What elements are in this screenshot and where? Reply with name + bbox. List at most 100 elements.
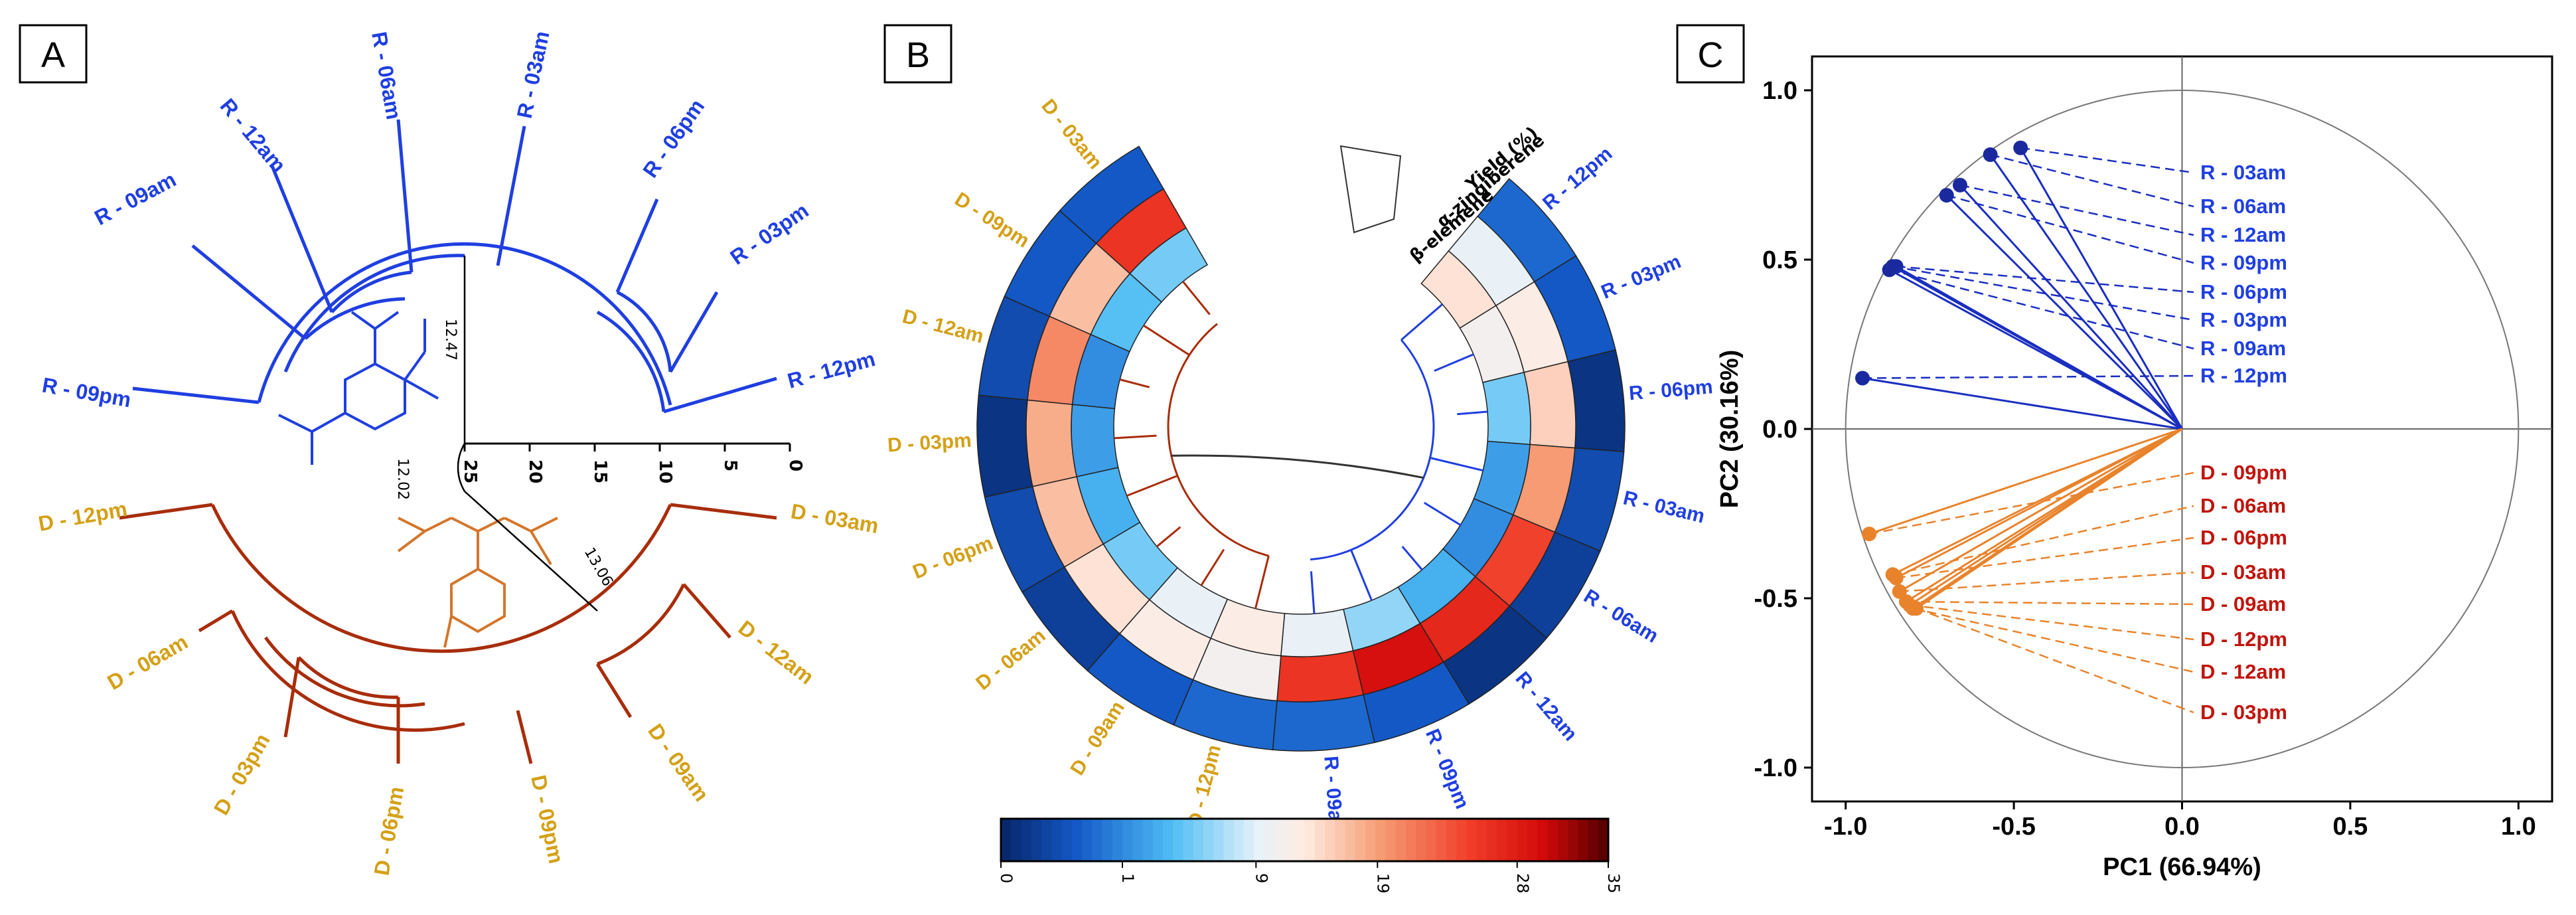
loading-point <box>1983 147 1998 162</box>
colorbar-swatch <box>1082 819 1093 861</box>
leaf-label-d-09pm: D - 09pm <box>526 773 568 866</box>
colorbar-swatch <box>1233 819 1245 861</box>
colorbar-swatch <box>1183 819 1194 861</box>
colorbar-tick-label: 19 <box>1373 873 1392 894</box>
colorbar-swatch <box>1284 819 1296 861</box>
colorbar-swatch <box>1314 819 1326 861</box>
loading-point <box>1855 371 1870 386</box>
heatmap-cell <box>1272 694 1375 752</box>
heatmap-dendro-branch <box>1423 501 1462 526</box>
heatmap-dendrogram <box>1114 145 1488 614</box>
leaf-label-r-03am: R - 03am <box>512 29 554 120</box>
colorbar-swatch <box>1416 819 1427 861</box>
leaf-label-d-03pm: D - 03pm <box>209 729 275 819</box>
colorbar-swatch <box>1193 819 1204 861</box>
loading-vector <box>1862 377 2182 430</box>
colorbar-swatch <box>1436 819 1447 861</box>
molecule-structure-r-icon <box>278 311 439 465</box>
colorbar-swatch <box>1203 819 1215 861</box>
panel-a-dendrogram: A <box>19 24 880 877</box>
leaf-label-r-03pm: R - 03pm <box>725 199 812 270</box>
colorbar-swatch <box>1092 819 1103 861</box>
heatmap-cell <box>1071 404 1119 477</box>
heatmap-dendro-branch <box>1350 549 1373 601</box>
x-tick-label: 0.0 <box>2164 813 2200 841</box>
loading-point <box>1882 262 1897 278</box>
scale-tick-label: 10 <box>655 459 675 483</box>
pca-plot-area: -1.0 -0.5 0.0 0.5 1.0 1.0 0.5 0.0 -0.5 -1.0 PC1 (6… <box>1716 55 2553 881</box>
heatmap-cell <box>976 394 1033 498</box>
colorbar-frame <box>1000 817 1610 863</box>
heatmap-column-label: D - 09pm <box>950 188 1033 252</box>
y-tick-label: 1.0 <box>1762 77 1797 105</box>
heatmap-dendro-branch <box>1126 475 1178 497</box>
loading-leader-line <box>1946 194 2194 264</box>
loading-leader-line <box>1862 374 2194 379</box>
colorbar-swatch <box>1304 819 1316 861</box>
colorbar-swatch <box>1456 819 1468 861</box>
loading-point <box>1953 177 1967 193</box>
colorbar-swatch <box>1395 819 1406 861</box>
heatmap-dendro-arc <box>1167 323 1269 557</box>
heatmap-column-label: D - 06pm <box>910 532 996 583</box>
colorbar-swatch <box>1163 819 1174 861</box>
loading-label: R - 06pm <box>2200 280 2287 303</box>
panel-b-label: B <box>906 35 930 75</box>
loading-vector <box>1899 428 2183 593</box>
scale-tick-label: 5 <box>720 459 740 471</box>
loading-leader-line <box>1868 471 2194 535</box>
panel-a-label: A <box>41 35 65 75</box>
loading-label: D - 06am <box>2200 494 2286 517</box>
colorbar-swatch <box>1071 819 1083 861</box>
colorbar-swatch <box>1223 819 1235 861</box>
colorbar-swatch <box>1365 819 1377 861</box>
x-tick-label: -0.5 <box>1992 813 2035 841</box>
loading-vector <box>1896 428 2183 579</box>
colorbar-swatch <box>1142 819 1154 861</box>
leaf-label-r-09pm: R - 09pm <box>40 373 133 412</box>
loading-label: R - 12am <box>2200 223 2286 246</box>
colorbar-tick-label: 28 <box>1513 873 1532 894</box>
loading-label: D - 09pm <box>2200 461 2287 484</box>
colorbar-swatch <box>1325 819 1336 861</box>
x-tick-label: 0.5 <box>2332 813 2368 841</box>
loading-vector <box>1888 268 2183 430</box>
x-axis-label: PC1 (66.94%) <box>2103 853 2261 881</box>
colorbar-tick-label: 0 <box>997 873 1016 883</box>
heatmap-cell <box>1280 608 1354 657</box>
heatmap-cell <box>1025 399 1078 487</box>
colorbar-swatch <box>1527 819 1539 861</box>
heatmap-colorbar: 0 1 9 19 28 35 <box>997 817 1623 894</box>
colorbar-swatch <box>1264 819 1275 861</box>
heatmap-dendro-branch <box>1156 526 1181 548</box>
loading-label: D - 03pm <box>2200 701 2287 724</box>
leaf-label-r-06pm: R - 06pm <box>638 95 709 182</box>
heatmap-column-label: D - 12am <box>900 305 986 348</box>
loading-label: R - 03am <box>2200 161 2286 184</box>
loading-vector <box>1916 428 2183 610</box>
loading-label: D - 06pm <box>2200 526 2287 549</box>
loading-vector <box>2019 147 2183 430</box>
colorbar-swatch <box>1061 819 1073 861</box>
colorbar-swatch <box>1112 819 1123 861</box>
y-tick-label: 0.0 <box>1762 416 1797 444</box>
leaf-label-r-12am: R - 12am <box>216 94 291 177</box>
colorbar-swatch <box>1102 819 1113 861</box>
leaf-label-d-09am: D - 09am <box>643 719 714 805</box>
loading-leader-line <box>1896 265 2194 293</box>
loading-vector <box>1868 428 2182 535</box>
heatmap-column-label: R - 06pm <box>1628 376 1714 404</box>
heatmap-column-label: D - 03pm <box>887 430 972 457</box>
colorbar-swatch <box>1466 819 1477 861</box>
heatmap-dendro-branch <box>1310 571 1316 614</box>
heatmap-dendro-branch <box>1401 303 1444 341</box>
loading-leader-line <box>1912 608 2194 673</box>
loading-label: R - 12pm <box>2200 364 2287 387</box>
colorbar-swatch <box>1355 819 1366 861</box>
colorbar-tick-label: 9 <box>1252 873 1270 883</box>
loading-label: R - 06am <box>2200 195 2286 218</box>
heatmap-column-label: D - 09am <box>1066 697 1129 779</box>
pca-unit-circle <box>1845 90 2520 768</box>
